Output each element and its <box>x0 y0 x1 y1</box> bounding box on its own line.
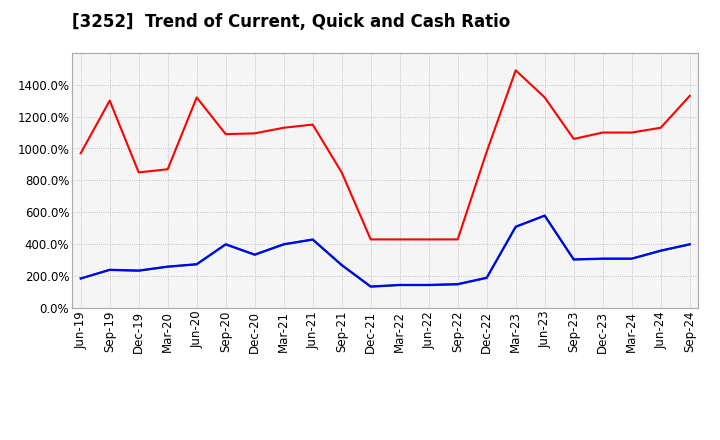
Cash Ratio <box>221 242 230 247</box>
Quick Ratio <box>279 242 288 247</box>
Quick Ratio <box>221 242 230 247</box>
Cash Ratio <box>135 268 143 273</box>
Current Ratio <box>163 167 172 172</box>
Quick Ratio <box>685 242 694 247</box>
Current Ratio <box>598 130 607 135</box>
Cash Ratio <box>163 264 172 269</box>
Current Ratio <box>570 136 578 142</box>
Current Ratio <box>251 131 259 136</box>
Current Ratio <box>511 68 520 73</box>
Cash Ratio <box>251 252 259 257</box>
Current Ratio <box>424 237 433 242</box>
Cash Ratio <box>76 276 85 281</box>
Current Ratio <box>366 237 375 242</box>
Cash Ratio <box>105 267 114 272</box>
Line: Current Ratio: Current Ratio <box>81 70 690 239</box>
Current Ratio <box>454 237 462 242</box>
Quick Ratio <box>511 224 520 230</box>
Quick Ratio <box>251 252 259 257</box>
Quick Ratio <box>454 282 462 287</box>
Cash Ratio <box>685 242 694 247</box>
Current Ratio <box>685 93 694 99</box>
Quick Ratio <box>338 263 346 268</box>
Text: [3252]  Trend of Current, Quick and Cash Ratio: [3252] Trend of Current, Quick and Cash … <box>72 13 510 31</box>
Quick Ratio <box>105 268 114 273</box>
Current Ratio <box>482 149 491 154</box>
Quick Ratio <box>598 256 607 261</box>
Quick Ratio <box>570 257 578 262</box>
Quick Ratio <box>627 256 636 261</box>
Cash Ratio <box>482 275 491 280</box>
Current Ratio <box>395 237 404 242</box>
Current Ratio <box>76 150 85 156</box>
Quick Ratio <box>657 248 665 253</box>
Quick Ratio <box>192 262 201 267</box>
Quick Ratio <box>366 284 375 290</box>
Current Ratio <box>135 170 143 175</box>
Quick Ratio <box>163 264 172 269</box>
Cash Ratio <box>454 282 462 287</box>
Quick Ratio <box>541 213 549 218</box>
Cash Ratio <box>308 237 317 242</box>
Cash Ratio <box>570 257 578 262</box>
Cash Ratio <box>541 213 549 218</box>
Quick Ratio <box>424 282 433 288</box>
Current Ratio <box>192 95 201 100</box>
Line: Quick Ratio: Quick Ratio <box>81 216 690 287</box>
Quick Ratio <box>395 282 404 288</box>
Quick Ratio <box>308 237 317 242</box>
Current Ratio <box>308 122 317 127</box>
Quick Ratio <box>482 275 491 281</box>
Cash Ratio <box>511 224 520 229</box>
Cash Ratio <box>192 261 201 267</box>
Quick Ratio <box>76 276 85 281</box>
Quick Ratio <box>135 268 143 274</box>
Current Ratio <box>627 130 636 135</box>
Current Ratio <box>221 132 230 137</box>
Cash Ratio <box>338 262 346 268</box>
Cash Ratio <box>598 256 607 261</box>
Current Ratio <box>657 125 665 130</box>
Current Ratio <box>541 95 549 100</box>
Cash Ratio <box>366 284 375 289</box>
Current Ratio <box>279 125 288 130</box>
Cash Ratio <box>657 248 665 253</box>
Line: Cash Ratio: Cash Ratio <box>81 216 690 286</box>
Cash Ratio <box>279 242 288 247</box>
Current Ratio <box>105 98 114 103</box>
Current Ratio <box>338 170 346 175</box>
Cash Ratio <box>627 256 636 261</box>
Cash Ratio <box>395 282 404 287</box>
Cash Ratio <box>424 282 433 287</box>
